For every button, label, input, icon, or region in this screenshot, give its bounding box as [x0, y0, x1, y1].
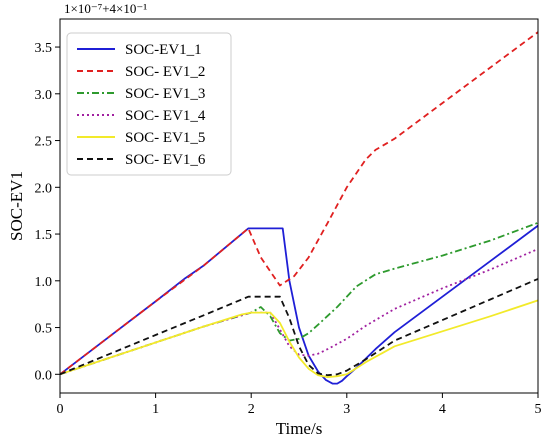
series-line-4: [59, 248, 539, 376]
series-line-5: [59, 299, 539, 378]
x-tick-label: 5: [535, 402, 542, 417]
y-tick-label: 2.0: [35, 181, 53, 196]
legend-box: [66, 32, 232, 176]
x-tick-label: 1: [152, 402, 159, 417]
x-tick-label: 2: [248, 402, 255, 417]
y-tick-label: 0.5: [35, 322, 53, 337]
legend-label-3: SOC- EV1_3: [125, 86, 205, 102]
legend-label-1: SOC-EV1_1: [125, 42, 202, 58]
y-axis-label: SOC-EV1: [7, 171, 26, 241]
series-line-6: [59, 278, 539, 377]
x-tick-label: 0: [57, 402, 64, 417]
y-tick-label: 3.0: [35, 88, 53, 103]
legend-label-2: SOC- EV1_2: [125, 64, 205, 80]
x-tick-label: 3: [343, 402, 350, 417]
plot-frame: [59, 18, 539, 394]
y-tick-label: 3.5: [35, 41, 53, 56]
series-line-2: [59, 31, 539, 376]
series-layer: [59, 31, 539, 385]
series-line-1: [59, 224, 539, 385]
legend-label-6: SOC- EV1_6: [125, 152, 206, 168]
legend-label-5: SOC- EV1_5: [125, 130, 205, 146]
x-tick-label: 4: [439, 402, 446, 417]
series-line-3: [59, 221, 539, 376]
legend: SOC-EV1_1 SOC- EV1_2 SOC- EV1_3 SOC- EV1_4 S…: [66, 32, 232, 176]
y-tick-label: 1.5: [35, 228, 53, 243]
legend-label-4: SOC- EV1_4: [125, 108, 206, 124]
y-tick-label: 0.0: [35, 368, 53, 383]
y-tick-label: 2.5: [35, 135, 53, 150]
x-axis-label: Time/s: [276, 419, 323, 438]
axes-layer: 0 1 2 3 4 5 0.0 0.5 1.0 1.5 2.0 2.5 3.0 3.5: [35, 41, 542, 417]
axis-offset-label: 1×10⁻⁷+4×10⁻¹: [64, 1, 147, 16]
y-tick-label: 1.0: [35, 275, 53, 290]
